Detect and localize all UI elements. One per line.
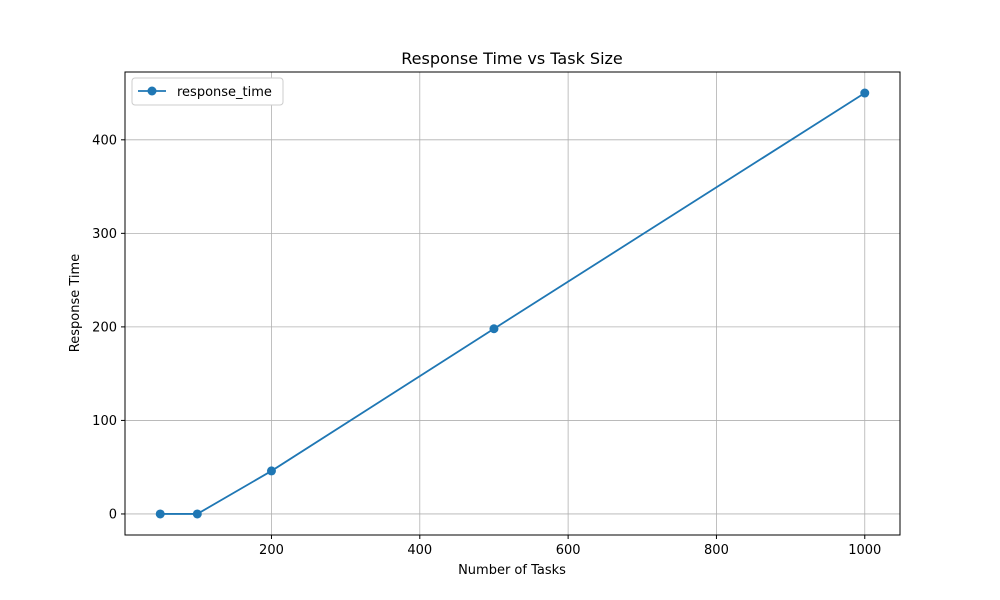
legend-box — [131, 77, 284, 106]
y-tick-label: 300 — [92, 227, 117, 242]
x-tick-label: 200 — [259, 543, 284, 558]
legend-entry-label: response_time — [177, 85, 272, 100]
x-tick-label: 1000 — [848, 543, 881, 558]
data-point — [192, 509, 202, 519]
series-line — [160, 92, 866, 515]
x-tick-label: 600 — [556, 543, 581, 558]
x-tick-label: 800 — [704, 543, 729, 558]
y-axis-ticks: 0 100 200 300 400 — [92, 133, 125, 522]
legend-marker — [147, 86, 157, 96]
data-point — [155, 509, 165, 519]
series-layer — [155, 88, 870, 519]
y-tick-label: 0 — [109, 507, 117, 522]
y-tick-label: 100 — [92, 414, 117, 429]
y-axis-label: Response Time — [68, 254, 83, 352]
y-tick-label: 200 — [92, 320, 117, 335]
data-point — [860, 88, 870, 98]
chart-title: Response Time vs Task Size — [401, 49, 623, 68]
data-point — [489, 324, 499, 334]
plot-frame — [124, 71, 901, 536]
x-axis-ticks: 200 400 600 800 1000 — [259, 535, 881, 558]
data-point — [266, 466, 276, 476]
x-tick-label: 400 — [407, 543, 432, 558]
x-axis-label: Number of Tasks — [458, 563, 566, 578]
y-tick-label: 400 — [92, 133, 117, 148]
grid-lines — [125, 72, 900, 535]
legend: response_time — [131, 77, 284, 106]
